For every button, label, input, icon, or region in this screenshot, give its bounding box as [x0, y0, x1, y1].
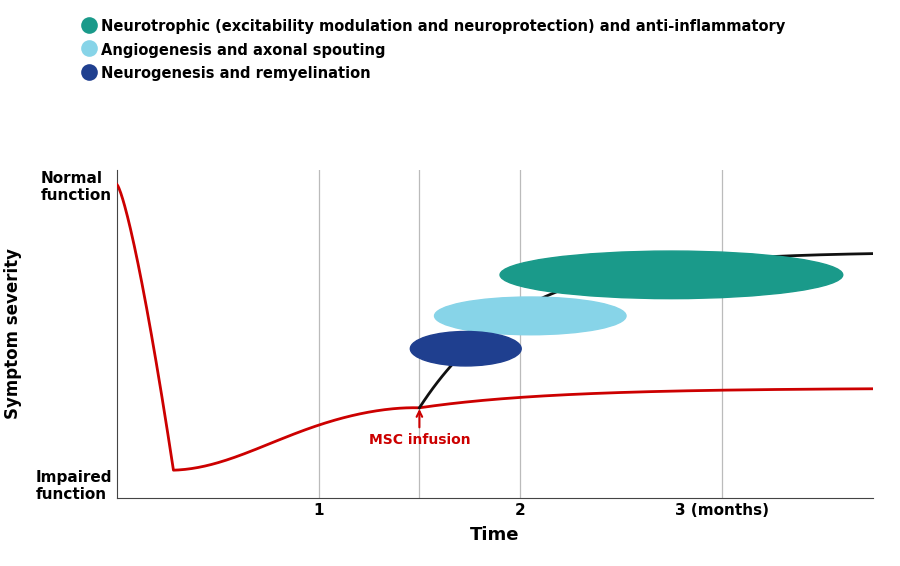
Legend: Neurotrophic (excitability modulation and neuroprotection) and anti-inflammatory: Neurotrophic (excitability modulation an… [79, 13, 791, 87]
Ellipse shape [500, 251, 842, 299]
Text: MSC infusion: MSC infusion [369, 411, 470, 447]
Ellipse shape [435, 297, 626, 335]
Y-axis label: Symptom severity: Symptom severity [4, 248, 22, 419]
X-axis label: Time: Time [470, 526, 520, 544]
Ellipse shape [410, 332, 521, 366]
